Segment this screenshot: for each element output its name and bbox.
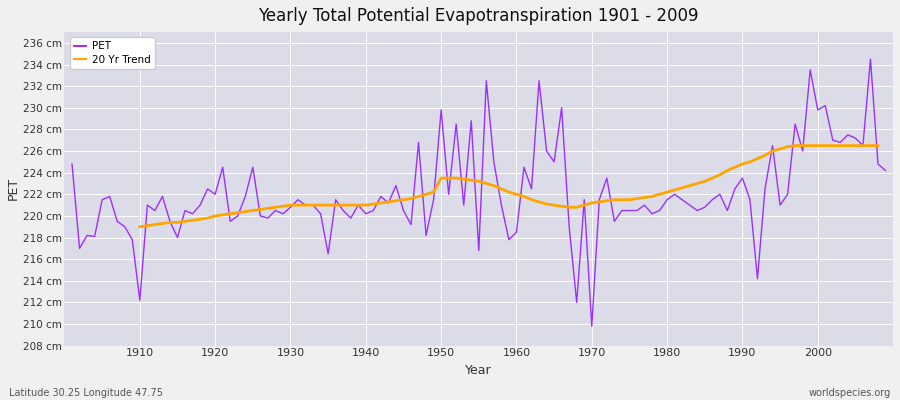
Text: Latitude 30.25 Longitude 47.75: Latitude 30.25 Longitude 47.75 [9, 388, 163, 398]
Legend: PET, 20 Yr Trend: PET, 20 Yr Trend [69, 37, 155, 69]
Y-axis label: PET: PET [7, 177, 20, 200]
Text: worldspecies.org: worldspecies.org [809, 388, 891, 398]
X-axis label: Year: Year [465, 364, 492, 377]
Title: Yearly Total Potential Evapotranspiration 1901 - 2009: Yearly Total Potential Evapotranspiratio… [258, 7, 699, 25]
